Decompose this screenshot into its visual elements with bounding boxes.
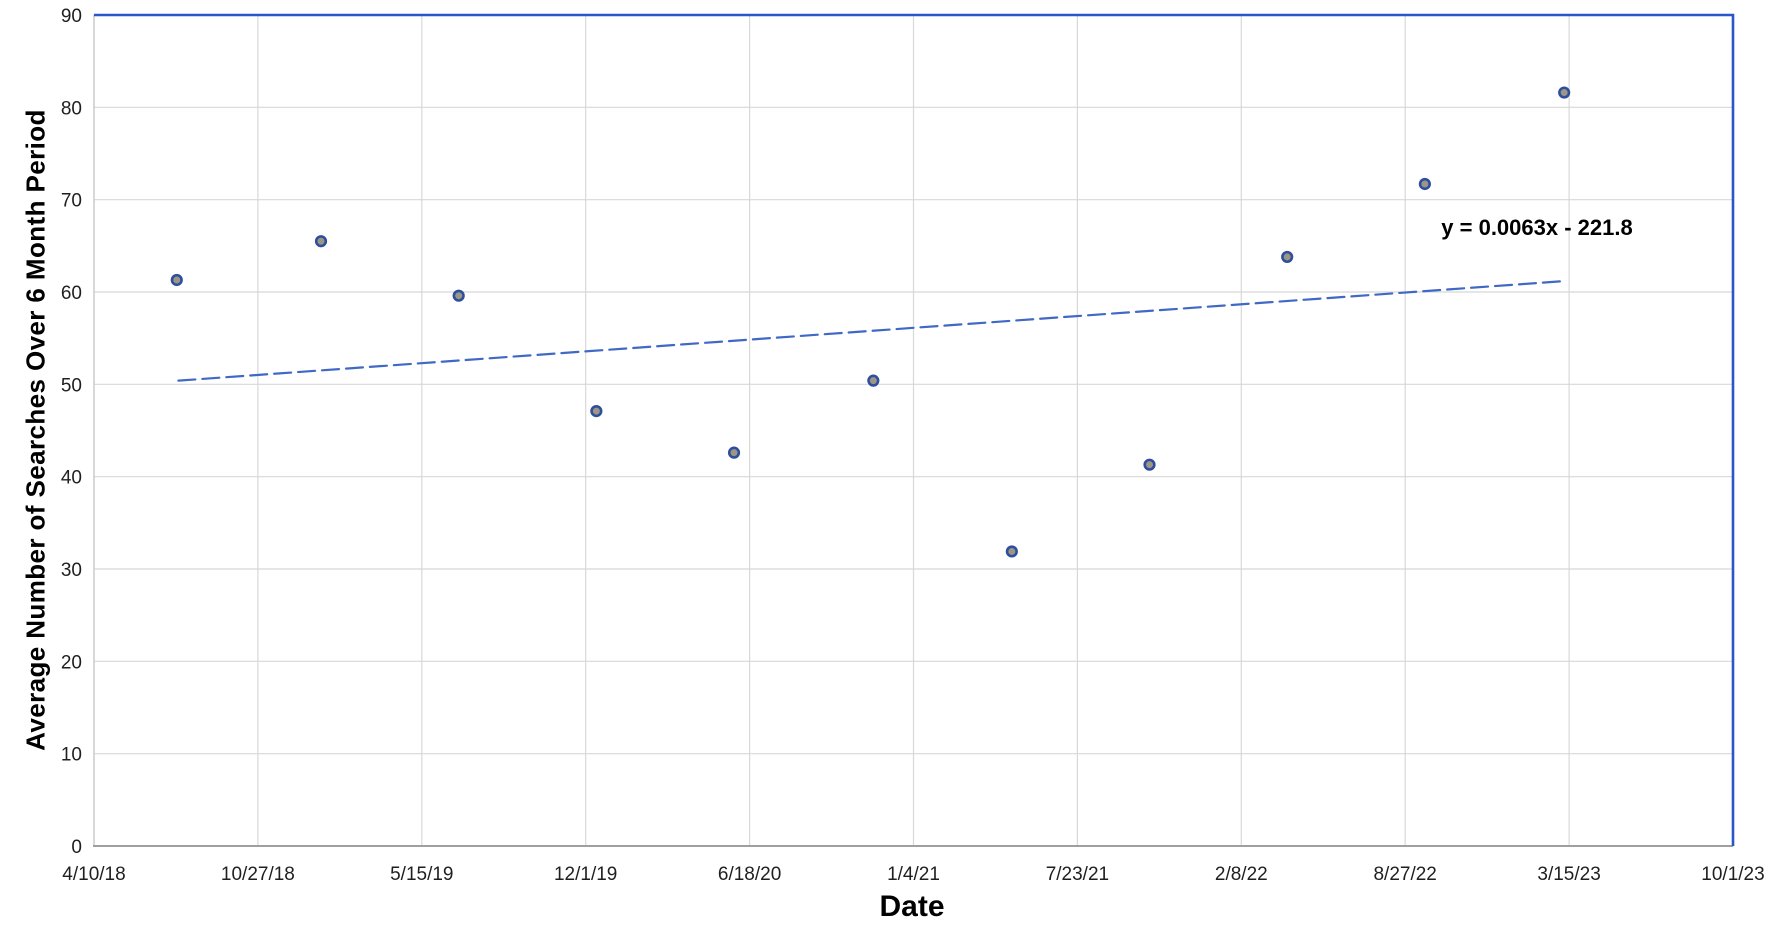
data-point [170,273,183,287]
data-point [1558,86,1571,99]
y-tick-label: 90 [61,6,82,27]
y-tick-label: 10 [61,745,82,766]
x-tick-label: 8/27/22 [1373,864,1436,885]
data-point [727,446,741,459]
plot-border [94,13,1735,846]
data-point [1281,250,1294,264]
x-tick-label: 6/18/20 [718,864,781,885]
x-tick-label: 1/4/21 [887,864,940,885]
y-tick-label: 30 [61,560,82,581]
x-tick-label: 3/15/23 [1537,864,1600,885]
x-tick-label: 7/23/21 [1046,864,1109,885]
y-tick-label: 20 [61,652,82,673]
y-axis-title: Average Number of Searches Over 6 Month … [20,109,51,751]
data-point [1143,458,1156,471]
trendline [177,279,1568,382]
data-point [314,235,328,248]
trendline-equation-label: y = 0.0063x - 221.8 [1441,215,1633,240]
x-tick-label: 10/1/23 [1701,864,1764,885]
x-tick-label: 12/1/19 [554,864,617,885]
x-axis-title: Date [879,890,945,923]
data-point [1005,545,1018,558]
data-point [867,374,880,387]
y-tick-label: 60 [61,283,82,304]
x-tick-label: 4/10/18 [62,864,125,885]
y-tick-label: 80 [61,98,82,119]
data-point [452,289,465,302]
x-tick-label: 10/27/18 [221,864,295,885]
data-point [590,405,603,418]
y-tick-label: 70 [61,191,82,212]
x-tick-label: 2/8/22 [1215,864,1268,885]
y-tick-label: 50 [61,375,82,396]
data-point [1418,177,1431,191]
y-tick-label: 0 [71,837,82,858]
y-tick-label: 40 [61,468,82,489]
x-tick-label: 5/15/19 [390,864,453,885]
